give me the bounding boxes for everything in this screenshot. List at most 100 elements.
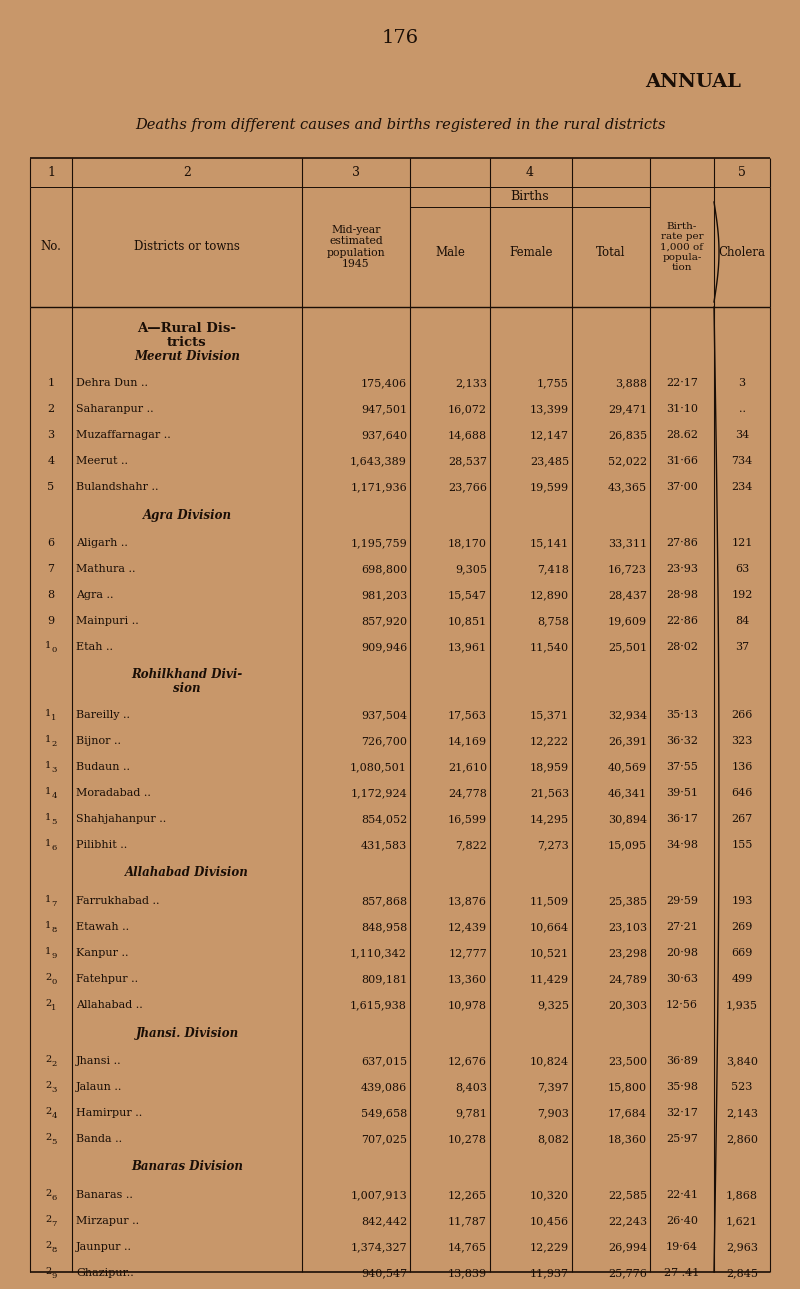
Text: 15,141: 15,141 <box>530 538 569 548</box>
Text: 11,787: 11,787 <box>448 1216 487 1226</box>
Text: Bareilly ..: Bareilly .. <box>76 710 130 721</box>
Text: 1: 1 <box>45 839 51 847</box>
Text: 22,243: 22,243 <box>608 1216 647 1226</box>
Text: 20,303: 20,303 <box>608 1000 647 1011</box>
Text: 23,103: 23,103 <box>608 922 647 932</box>
Text: 12,147: 12,147 <box>530 431 569 440</box>
Text: 22·86: 22·86 <box>666 616 698 626</box>
Text: 698,800: 698,800 <box>361 565 407 574</box>
Text: 19,599: 19,599 <box>530 482 569 492</box>
Text: 12,439: 12,439 <box>448 922 487 932</box>
Text: 7,822: 7,822 <box>455 840 487 849</box>
Text: 26,835: 26,835 <box>608 431 647 440</box>
Text: 35·13: 35·13 <box>666 710 698 721</box>
Text: 267: 267 <box>731 813 753 824</box>
Text: 28,437: 28,437 <box>608 590 647 599</box>
Text: Etah ..: Etah .. <box>76 642 113 652</box>
Text: 52,022: 52,022 <box>608 456 647 467</box>
Text: 19,609: 19,609 <box>608 616 647 626</box>
Text: Jalaun ..: Jalaun .. <box>76 1081 122 1092</box>
Text: 43,365: 43,365 <box>608 482 647 492</box>
Text: 13,961: 13,961 <box>448 642 487 652</box>
Text: 4: 4 <box>51 1112 57 1120</box>
Text: Farrukhabad ..: Farrukhabad .. <box>76 896 159 906</box>
Text: 176: 176 <box>382 28 418 46</box>
Text: 9: 9 <box>51 1272 57 1280</box>
Text: 36·17: 36·17 <box>666 813 698 824</box>
Text: 13,876: 13,876 <box>448 896 487 906</box>
Text: Allahabad ..: Allahabad .. <box>76 1000 142 1011</box>
Text: Meerut Division: Meerut Division <box>134 351 240 363</box>
Text: Bijnor ..: Bijnor .. <box>76 736 121 746</box>
Text: 3,840: 3,840 <box>726 1056 758 1066</box>
Text: 46,341: 46,341 <box>608 788 647 798</box>
Text: 9,305: 9,305 <box>455 565 487 574</box>
Text: 842,442: 842,442 <box>361 1216 407 1226</box>
Text: Budaun ..: Budaun .. <box>76 762 130 772</box>
Text: 7,397: 7,397 <box>538 1081 569 1092</box>
Text: 2: 2 <box>45 1188 51 1197</box>
Text: 2: 2 <box>45 1240 51 1249</box>
Text: 431,583: 431,583 <box>361 840 407 849</box>
Text: Banaras ..: Banaras .. <box>76 1190 133 1200</box>
Text: 5: 5 <box>738 166 746 179</box>
Text: Jhansi ..: Jhansi .. <box>76 1056 122 1066</box>
Text: 1: 1 <box>47 166 55 179</box>
Text: tricts: tricts <box>167 336 207 349</box>
Text: 1: 1 <box>51 714 57 722</box>
Text: 10,521: 10,521 <box>530 947 569 958</box>
Text: 2: 2 <box>45 972 51 981</box>
Text: 734: 734 <box>731 456 753 467</box>
Text: Mathura ..: Mathura .. <box>76 565 135 574</box>
Text: 7: 7 <box>51 900 57 907</box>
Text: 32,934: 32,934 <box>608 710 647 721</box>
Text: Aligarh ..: Aligarh .. <box>76 538 128 548</box>
Text: 2: 2 <box>45 1267 51 1276</box>
Text: 2: 2 <box>45 1054 51 1063</box>
Text: Jhansi. Division: Jhansi. Division <box>135 1026 238 1039</box>
Text: 1,935: 1,935 <box>726 1000 758 1011</box>
Text: 25,501: 25,501 <box>608 642 647 652</box>
Text: 121: 121 <box>731 538 753 548</box>
Text: 2: 2 <box>45 999 51 1008</box>
Text: 549,658: 549,658 <box>361 1109 407 1118</box>
Text: 5: 5 <box>47 482 54 492</box>
Text: Mid-year
estimated
population
1945: Mid-year estimated population 1945 <box>326 224 386 269</box>
Text: 1,621: 1,621 <box>726 1216 758 1226</box>
Text: 28,537: 28,537 <box>448 456 487 467</box>
Text: 28·98: 28·98 <box>666 590 698 599</box>
Text: 11,509: 11,509 <box>530 896 569 906</box>
Text: 27·86: 27·86 <box>666 538 698 548</box>
Text: 707,025: 707,025 <box>361 1134 407 1145</box>
Text: 6: 6 <box>51 1194 57 1203</box>
Text: 4: 4 <box>47 456 54 467</box>
Text: 13,399: 13,399 <box>530 403 569 414</box>
Text: ..: .. <box>738 403 746 414</box>
Text: 637,015: 637,015 <box>361 1056 407 1066</box>
Text: 155: 155 <box>731 840 753 849</box>
Text: 12,265: 12,265 <box>448 1190 487 1200</box>
Text: 1,755: 1,755 <box>537 378 569 388</box>
Text: 14,169: 14,169 <box>448 736 487 746</box>
Text: 23,766: 23,766 <box>448 482 487 492</box>
Text: 10,978: 10,978 <box>448 1000 487 1011</box>
Text: 16,072: 16,072 <box>448 403 487 414</box>
Text: Mirzapur ..: Mirzapur .. <box>76 1216 139 1226</box>
Text: 16,599: 16,599 <box>448 813 487 824</box>
Text: 1: 1 <box>45 920 51 929</box>
Text: Births: Births <box>510 191 550 204</box>
Text: 11,540: 11,540 <box>530 642 569 652</box>
Text: 7: 7 <box>51 1219 57 1228</box>
Text: 8: 8 <box>51 1246 57 1254</box>
Text: 39·51: 39·51 <box>666 788 698 798</box>
Text: 15,371: 15,371 <box>530 710 569 721</box>
Text: 1,868: 1,868 <box>726 1190 758 1200</box>
Text: 2,133: 2,133 <box>455 378 487 388</box>
Text: 4: 4 <box>51 791 57 800</box>
Text: 11,937: 11,937 <box>530 1268 569 1277</box>
Text: 13,360: 13,360 <box>448 974 487 984</box>
Text: 947,501: 947,501 <box>361 403 407 414</box>
Text: 854,052: 854,052 <box>361 813 407 824</box>
Text: Agra ..: Agra .. <box>76 590 114 599</box>
Text: 0: 0 <box>51 646 57 654</box>
